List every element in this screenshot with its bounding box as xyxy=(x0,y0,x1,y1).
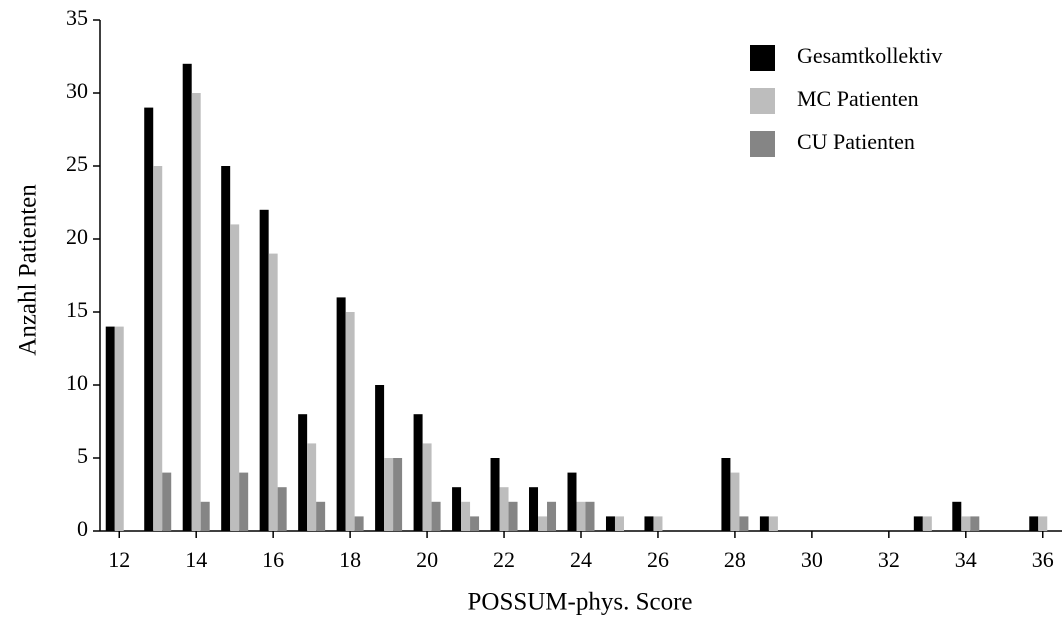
bar xyxy=(336,297,346,531)
x-tick-label: 28 xyxy=(724,547,746,572)
legend-label: MC Patienten xyxy=(797,86,919,111)
y-tick-label: 15 xyxy=(66,297,88,322)
bar xyxy=(721,458,731,531)
bar xyxy=(470,516,480,531)
x-tick-label: 36 xyxy=(1032,547,1054,572)
bar xyxy=(922,516,932,531)
bar xyxy=(162,472,172,531)
bar xyxy=(538,516,548,531)
bar xyxy=(952,501,962,531)
bar xyxy=(576,501,586,531)
y-tick-label: 5 xyxy=(77,443,88,468)
bar xyxy=(268,253,278,531)
bar xyxy=(970,516,980,531)
legend-swatch xyxy=(750,131,775,157)
bar xyxy=(768,516,778,531)
bar xyxy=(307,443,317,531)
y-tick-label: 25 xyxy=(66,151,88,176)
bar xyxy=(230,224,240,531)
bar xyxy=(153,166,163,531)
bar xyxy=(461,501,471,531)
y-tick-label: 0 xyxy=(77,516,88,541)
bar xyxy=(298,414,308,531)
x-tick-label: 14 xyxy=(185,547,207,572)
bar xyxy=(567,472,577,531)
bar xyxy=(759,516,769,531)
x-tick-label: 32 xyxy=(878,547,900,572)
x-tick-label: 18 xyxy=(339,547,361,572)
y-tick-label: 30 xyxy=(66,78,88,103)
bar xyxy=(1029,516,1039,531)
bar xyxy=(144,107,154,531)
x-tick-label: 24 xyxy=(570,547,592,572)
y-axis-label: Anzahl Patienten xyxy=(15,184,42,356)
bar xyxy=(221,166,231,531)
bar xyxy=(375,385,385,531)
bar xyxy=(739,516,749,531)
bar xyxy=(384,458,394,531)
bar xyxy=(913,516,923,531)
bar xyxy=(614,516,624,531)
bar xyxy=(605,516,615,531)
bar xyxy=(182,63,192,532)
bar xyxy=(499,487,509,531)
bar xyxy=(1038,516,1048,531)
bar xyxy=(961,516,971,531)
y-tick-label: 20 xyxy=(66,224,88,249)
legend-label: Gesamtkollektiv xyxy=(797,43,942,68)
bar xyxy=(345,312,355,531)
y-tick-label: 10 xyxy=(66,370,88,395)
x-tick-label: 26 xyxy=(647,547,669,572)
bar xyxy=(730,472,740,531)
bar xyxy=(653,516,663,531)
legend-swatch xyxy=(750,88,775,114)
x-tick-label: 12 xyxy=(108,547,130,572)
bar xyxy=(200,501,210,531)
bar xyxy=(191,93,201,531)
bar xyxy=(547,501,557,531)
bar xyxy=(354,516,364,531)
x-tick-label: 20 xyxy=(416,547,438,572)
bar xyxy=(114,326,124,531)
legend-swatch xyxy=(750,45,775,71)
x-axis-label: POSSUM-phys. Score xyxy=(467,589,692,616)
bar xyxy=(452,487,462,531)
bar xyxy=(277,487,287,531)
bar xyxy=(316,501,326,531)
bar xyxy=(259,209,269,532)
bar xyxy=(490,458,500,531)
bar xyxy=(393,458,403,531)
y-tick-label: 35 xyxy=(66,5,88,30)
bar xyxy=(422,443,432,531)
bar xyxy=(431,501,441,531)
x-tick-label: 34 xyxy=(955,547,977,572)
bar xyxy=(585,501,595,531)
bar xyxy=(529,487,539,531)
x-tick-label: 30 xyxy=(801,547,823,572)
x-tick-label: 16 xyxy=(262,547,284,572)
bar xyxy=(644,516,654,531)
bar xyxy=(508,501,518,531)
legend-label: CU Patienten xyxy=(797,129,915,154)
x-tick-label: 22 xyxy=(493,547,515,572)
bar xyxy=(413,414,423,531)
bar xyxy=(105,326,115,531)
bar xyxy=(239,472,249,531)
